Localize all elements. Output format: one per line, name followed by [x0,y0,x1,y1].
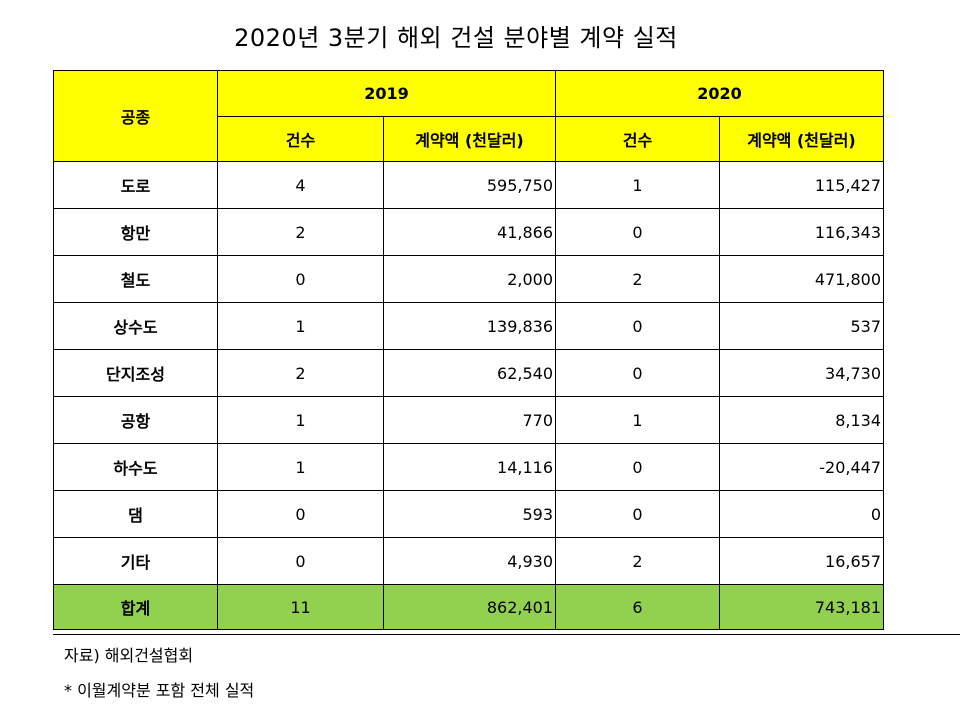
category-cell: 댐 [53,490,218,538]
total-count-2020: 6 [555,584,720,630]
amount-2019-cell: 4,930 [383,537,556,585]
table-row: 공항 1 770 1 8,134 [53,396,884,444]
table-row: 기타 0 4,930 2 16,657 [53,537,884,585]
amount-2020-cell: 16,657 [719,537,884,585]
table-row: 상수도 1 139,836 0 537 [53,302,884,350]
amount-2019-cell: 593 [383,490,556,538]
table-row: 항만 2 41,866 0 116,343 [53,208,884,256]
category-cell: 하수도 [53,443,218,491]
amount-2020-cell: -20,447 [719,443,884,491]
total-label: 합계 [53,584,218,630]
category-cell: 상수도 [53,302,218,350]
header-amount-2020: 계약액 (천달러) [719,116,884,162]
count-2019-cell: 4 [217,161,384,209]
table-row: 철도 0 2,000 2 471,800 [53,255,884,303]
category-cell: 항만 [53,208,218,256]
amount-2019-cell: 41,866 [383,208,556,256]
category-cell: 도로 [53,161,218,209]
count-2020-cell: 2 [555,255,720,303]
footnote: * 이월계약분 포함 전체 실적 [64,681,255,700]
category-cell: 단지조성 [53,349,218,397]
count-2019-cell: 1 [217,302,384,350]
amount-2020-cell: 34,730 [719,349,884,397]
count-2019-cell: 0 [217,537,384,585]
total-row: 합계 11 862,401 6 743,181 [53,584,884,630]
count-2020-cell: 0 [555,302,720,350]
header-row-metrics: 건수 계약액 (천달러) 건수 계약액 (천달러) [54,116,884,162]
count-2020-cell: 0 [555,490,720,538]
count-2020-cell: 2 [555,537,720,585]
count-2020-cell: 0 [555,349,720,397]
amount-2019-cell: 14,116 [383,443,556,491]
count-2019-cell: 1 [217,396,384,444]
amount-2020-cell: 115,427 [719,161,884,209]
amount-2019-cell: 139,836 [383,302,556,350]
amount-2019-cell: 62,540 [383,349,556,397]
category-cell: 철도 [53,255,218,303]
header-count-2020: 건수 [555,116,720,162]
count-2020-cell: 0 [555,208,720,256]
total-amount-2020: 743,181 [719,584,884,630]
table-row: 단지조성 2 62,540 0 34,730 [53,349,884,397]
header-row-years: 공종 2019 2020 [53,70,884,162]
table-row: 도로 4 595,750 1 115,427 [53,161,884,209]
page-title: 2020년 3분기 해외 건설 분야별 계약 실적 [234,24,678,52]
amount-2019-cell: 770 [383,396,556,444]
header-year-2019: 2019 [217,70,556,117]
count-2019-cell: 1 [217,443,384,491]
header-amount-2019: 계약액 (천달러) [383,116,556,162]
category-cell: 공항 [53,396,218,444]
amount-2019-cell: 2,000 [383,255,556,303]
total-count-2019: 11 [217,584,384,630]
amount-2020-cell: 0 [719,490,884,538]
count-2019-cell: 0 [217,255,384,303]
table-bottom-rule [53,634,960,635]
amount-2020-cell: 116,343 [719,208,884,256]
count-2019-cell: 2 [217,349,384,397]
header-count-2019: 건수 [217,116,384,162]
header-year-2020: 2020 [555,70,884,117]
amount-2019-cell: 595,750 [383,161,556,209]
table-row: 댐 0 593 0 0 [53,490,884,538]
count-2019-cell: 0 [217,490,384,538]
count-2020-cell: 1 [555,161,720,209]
amount-2020-cell: 537 [719,302,884,350]
total-amount-2019: 862,401 [383,584,556,630]
table-row: 하수도 1 14,116 0 -20,447 [53,443,884,491]
category-cell: 기타 [53,537,218,585]
source-note: 자료) 해외건설협회 [64,646,194,665]
header-category: 공종 [53,70,218,162]
amount-2020-cell: 8,134 [719,396,884,444]
count-2019-cell: 2 [217,208,384,256]
count-2020-cell: 1 [555,396,720,444]
count-2020-cell: 0 [555,443,720,491]
amount-2020-cell: 471,800 [719,255,884,303]
contract-table: 공종 2019 2020 건수 계약액 (천달러) 건수 계약액 (천달러) 도… [53,70,884,630]
